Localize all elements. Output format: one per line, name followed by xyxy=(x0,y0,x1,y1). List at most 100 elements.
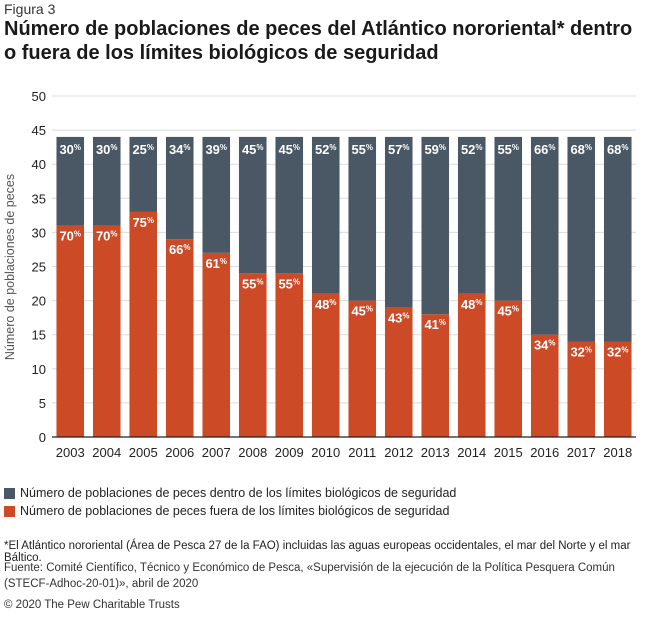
bar-inside xyxy=(348,136,377,301)
y-tick-label: 15 xyxy=(32,328,46,343)
bar-outside xyxy=(311,293,340,437)
bars xyxy=(56,136,632,437)
legend-swatch-outside xyxy=(4,505,15,517)
x-tick-label: 2007 xyxy=(202,445,231,460)
source-note: Fuente: Comité Científico, Técnico y Eco… xyxy=(4,562,615,590)
bar-value-label: 68% xyxy=(607,142,629,157)
x-tick-label: 2016 xyxy=(530,445,559,460)
y-tick-label: 50 xyxy=(32,89,46,104)
bar-value-label: 43% xyxy=(388,310,410,325)
bar-inside xyxy=(129,136,158,212)
x-tick-label: 2005 xyxy=(129,445,158,460)
data-labels: 70% 30% 70% 30% 75% 25% 66% 34% 61% 39% 55% 45% 55% 4… xyxy=(59,142,628,360)
x-tick-label: 2017 xyxy=(567,445,596,460)
bar-value-label: 45% xyxy=(278,142,300,157)
bar-inside xyxy=(56,136,85,226)
y-tick-label: 25 xyxy=(32,260,46,275)
legend-label-inside: Número de poblaciones de peces dentro de… xyxy=(20,486,457,500)
copyright: © 2020 The Pew Charitable Trusts xyxy=(4,599,180,611)
bar-outside xyxy=(603,341,632,437)
bar-outside xyxy=(530,334,559,437)
bar-outside xyxy=(129,211,158,437)
x-tick-label: 2006 xyxy=(165,445,194,460)
bar-value-label: 45% xyxy=(351,304,373,319)
bar-value-label: 30% xyxy=(59,142,81,157)
bar-inside xyxy=(202,136,231,253)
bar-inside xyxy=(421,136,450,315)
x-tick-label: 2004 xyxy=(92,445,121,460)
bar-value-label: 34% xyxy=(169,142,191,157)
bar-value-label: 25% xyxy=(132,142,154,157)
bar-value-label: 55% xyxy=(351,142,373,157)
bar-value-label: 59% xyxy=(424,142,446,157)
axes: 0 5 10 15 20 25 30 35 40 45 50 2003 2004 2005 2006 2007… xyxy=(32,89,636,460)
x-tick-label: 2015 xyxy=(494,445,523,460)
x-tick-label: 2008 xyxy=(238,445,267,460)
bar-inside xyxy=(530,136,559,335)
bar-outside xyxy=(275,273,304,437)
legend-item-outside: Número de poblaciones de peces fuera de … xyxy=(4,504,449,518)
bar-value-label: 66% xyxy=(534,142,556,157)
x-tick-label: 2018 xyxy=(603,445,632,460)
bar-outside xyxy=(567,341,596,437)
bar-value-label: 48% xyxy=(461,297,483,312)
footnote: *El Atlántico nororiental (Área de Pesca… xyxy=(4,540,631,564)
bar-value-label: 34% xyxy=(534,338,556,353)
x-tick-label: 2010 xyxy=(311,445,340,460)
y-tick-label: 35 xyxy=(32,191,46,206)
bar-inside xyxy=(567,136,596,342)
y-tick-label: 45 xyxy=(32,123,46,138)
bar-value-label: 61% xyxy=(205,256,227,271)
y-tick-label: 40 xyxy=(32,157,46,172)
bar-value-label: 52% xyxy=(461,142,483,157)
y-tick-label: 30 xyxy=(32,225,46,240)
x-tick-label: 2013 xyxy=(421,445,450,460)
bar-inside xyxy=(311,136,340,294)
bar-value-label: 45% xyxy=(497,304,519,319)
bar-value-label: 45% xyxy=(242,142,264,157)
bar-inside xyxy=(165,136,194,240)
bar-outside xyxy=(165,239,194,437)
legend-label-outside: Número de poblaciones de peces fuera de … xyxy=(20,504,450,518)
bar-value-label: 68% xyxy=(570,142,592,157)
bar-value-label: 70% xyxy=(59,229,81,244)
bar-inside xyxy=(494,136,523,301)
y-tick-label: 5 xyxy=(39,396,46,411)
bar-value-label: 57% xyxy=(388,142,410,157)
x-tick-label: 2012 xyxy=(384,445,413,460)
bar-outside xyxy=(494,300,523,437)
bar-outside xyxy=(92,225,121,437)
y-tick-label: 0 xyxy=(39,430,46,445)
bar-outside xyxy=(457,293,486,437)
legend-item-inside: Número de poblaciones de peces dentro de… xyxy=(4,486,456,500)
bar-inside xyxy=(457,136,486,294)
bar-outside xyxy=(238,273,267,437)
bar-inside xyxy=(238,136,267,274)
bar-value-label: 32% xyxy=(607,345,629,360)
bar-value-label: 41% xyxy=(424,317,446,332)
bar-value-label: 55% xyxy=(242,276,264,291)
bar-outside xyxy=(348,300,377,437)
bar-value-label: 32% xyxy=(570,345,592,360)
bar-value-label: 70% xyxy=(96,229,118,244)
x-tick-label: 2009 xyxy=(275,445,304,460)
bar-inside xyxy=(92,136,121,226)
legend-swatch-inside xyxy=(4,487,15,499)
bar-outside xyxy=(202,252,231,437)
bar-value-label: 55% xyxy=(497,142,519,157)
y-tick-label: 20 xyxy=(32,294,46,309)
bar-inside xyxy=(384,136,413,308)
x-tick-label: 2003 xyxy=(56,445,85,460)
figure-label: Figura 3 xyxy=(4,1,56,17)
bar-outside xyxy=(384,307,413,437)
chart-title: Número de poblaciones de peces del Atlán… xyxy=(4,18,633,64)
bar-value-label: 55% xyxy=(278,276,300,291)
x-tick-label: 2011 xyxy=(348,445,376,460)
bar-value-label: 48% xyxy=(315,297,337,312)
bar-inside xyxy=(603,136,632,342)
bar-value-label: 30% xyxy=(96,142,118,157)
bar-outside xyxy=(421,314,450,437)
bar-value-label: 39% xyxy=(205,142,227,157)
y-axis-label: Número de poblaciones de peces xyxy=(3,174,17,360)
x-tick-label: 2014 xyxy=(457,445,486,460)
